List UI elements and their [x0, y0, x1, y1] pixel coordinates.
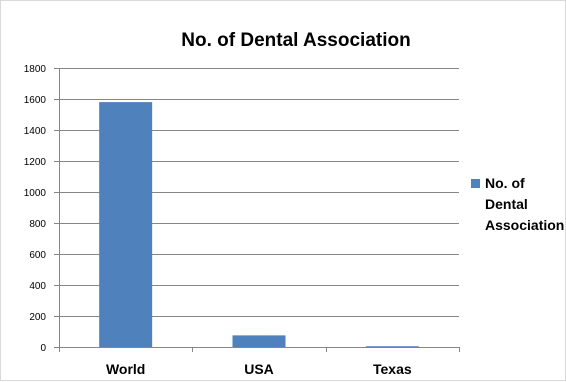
y-tick-label: 1600 — [24, 95, 47, 106]
y-tick-label: 0 — [40, 343, 46, 354]
legend: No. of Dental Association — [471, 175, 564, 233]
bar-texas — [365, 346, 419, 348]
bars — [99, 102, 419, 348]
y-tick-label: 400 — [29, 281, 46, 292]
x-axis-category-labels: World USA Texas — [106, 361, 412, 377]
y-tick-label: 1000 — [24, 188, 47, 199]
legend-label-line-2: Dental — [485, 196, 528, 212]
y-tick-label: 200 — [29, 312, 46, 323]
axes — [54, 68, 460, 352]
y-axis-tick-labels: 0 200 400 600 800 1000 1200 1400 1600 1800 — [24, 64, 47, 354]
y-tick-label: 1800 — [24, 64, 47, 75]
bar-world — [99, 102, 153, 347]
y-tick-label: 600 — [29, 250, 46, 261]
y-tick-label: 800 — [29, 219, 46, 230]
x-category-label: Texas — [373, 361, 412, 377]
legend-label-line-3: Association — [485, 217, 564, 233]
x-category-label: World — [106, 361, 145, 377]
legend-label-line-1: No. of — [485, 175, 525, 191]
y-tick-label: 1200 — [24, 157, 47, 168]
y-tick-label: 1400 — [24, 126, 47, 137]
chart-title: No. of Dental Association — [181, 30, 410, 51]
x-category-label: USA — [244, 361, 274, 377]
bar-usa — [232, 335, 286, 347]
legend-swatch — [471, 179, 480, 188]
